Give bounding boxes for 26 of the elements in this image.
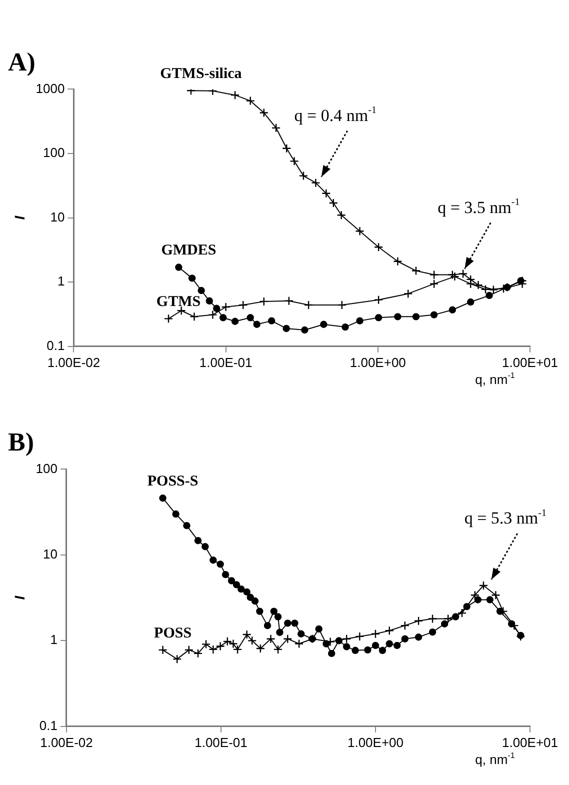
x-tick-label: 1.00E+00	[350, 354, 406, 370]
y-tick-label: 10	[43, 546, 58, 562]
chart-title: A)	[8, 47, 36, 76]
x-tick-label: 1.00E+00	[347, 734, 404, 750]
y-axis-title: I	[11, 214, 28, 220]
series-label: POSS-S	[147, 473, 198, 490]
x-tick-label: 1.00E-02	[47, 354, 100, 370]
series-label: GTMS-silica	[160, 66, 242, 82]
y-axis-title: I	[11, 594, 28, 600]
series-label: POSS	[154, 625, 192, 642]
x-tick-label: 1.00E+01	[502, 354, 558, 370]
series-label: GMDES	[161, 242, 216, 259]
series-label: GTMS	[156, 294, 201, 310]
y-tick-label: 1000	[36, 80, 65, 96]
x-tick-label: 1.00E-01	[194, 734, 248, 750]
y-tick-label: 1	[50, 632, 58, 648]
y-tick-label: 0.1	[46, 338, 65, 353]
y-tick-label: 0.1	[39, 718, 58, 733]
chart-title: B)	[8, 427, 34, 456]
x-tick-label: 1.00E-01	[199, 354, 252, 370]
y-tick-label: 100	[36, 460, 58, 476]
y-tick-label: 100	[43, 145, 65, 160]
y-tick-label: 1	[57, 274, 65, 289]
y-tick-label: 10	[50, 209, 65, 224]
x-tick-label: 1.00E+01	[502, 734, 558, 750]
x-tick-label: 1.00E-02	[40, 734, 93, 750]
